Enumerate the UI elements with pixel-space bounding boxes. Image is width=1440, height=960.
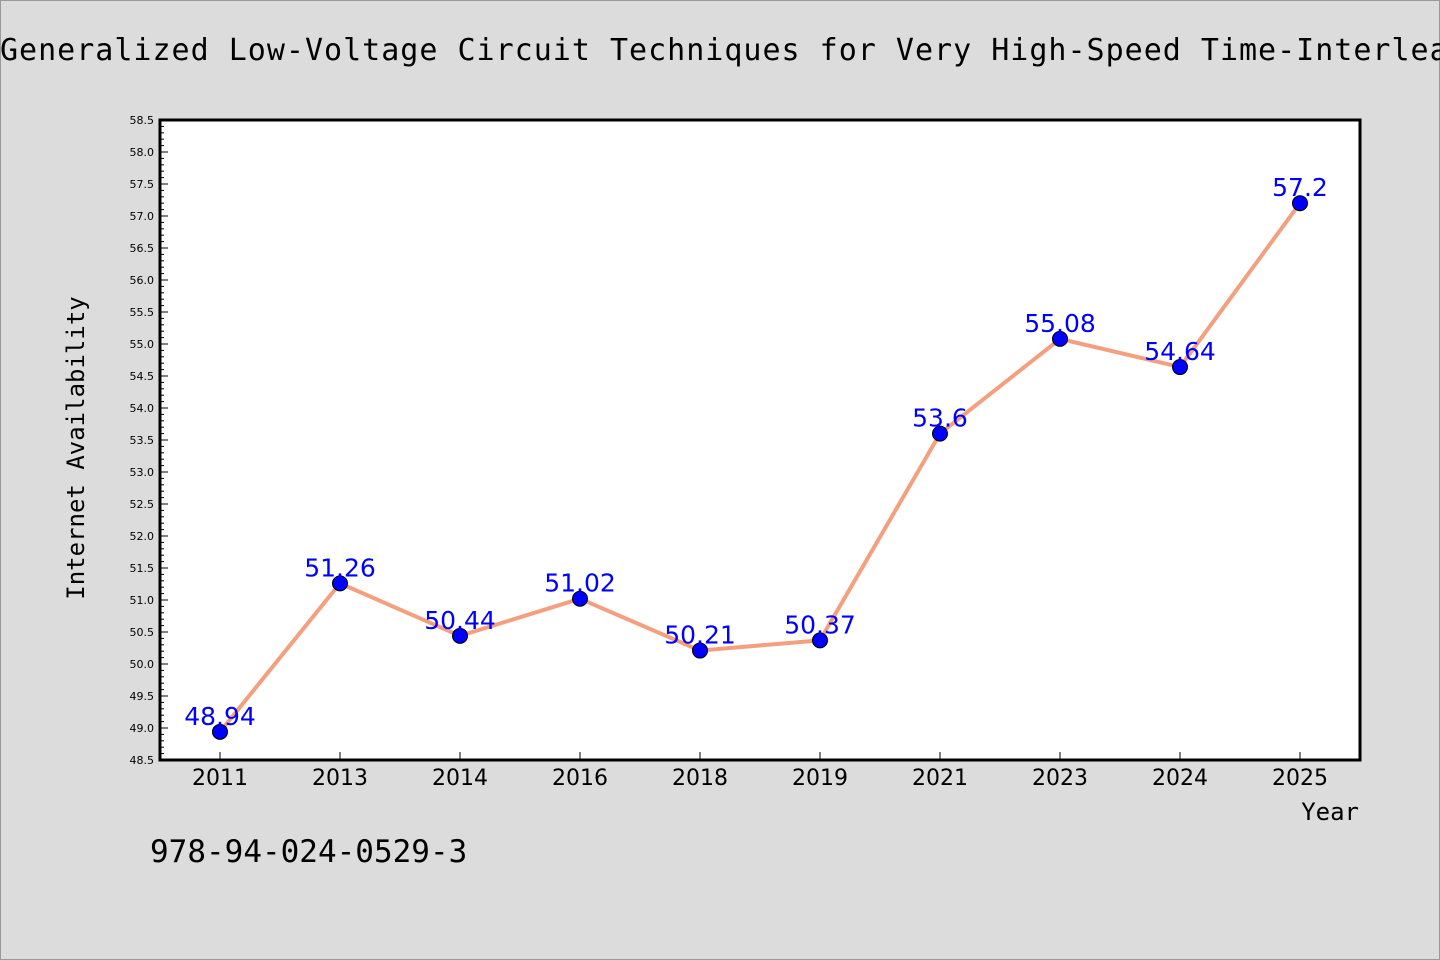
data-point: [1172, 359, 1188, 376]
x-tick-label: 2025: [1272, 766, 1328, 791]
y-tick-label: 54.0: [130, 402, 155, 415]
x-tick-label: 2018: [672, 766, 728, 791]
x-axis-ticks: 2011 2013 2014 2016 2018 2019 2021 2023 2024 2025: [192, 752, 1328, 791]
x-tick-label: 2013: [312, 766, 368, 791]
y-axis-label: Internet Availability: [62, 296, 90, 599]
y-tick-label: 54.5: [130, 370, 155, 383]
y-tick-label: 56.0: [130, 274, 155, 287]
y-tick-label: 52.0: [130, 530, 155, 543]
x-tick-label: 2024: [1152, 766, 1208, 791]
y-tick-label: 49.5: [130, 690, 155, 703]
x-tick-label: 2021: [912, 766, 968, 791]
x-tick-label: 2014: [432, 766, 488, 791]
data-point: [812, 632, 828, 649]
y-tick-label: 57.5: [130, 178, 155, 191]
y-tick-label: 49.0: [130, 722, 155, 735]
y-tick-label: 58.0: [130, 146, 155, 159]
y-tick-label: 53.0: [130, 466, 155, 479]
y-tick-label: 55.5: [130, 306, 155, 319]
plot-area: [158, 118, 1362, 762]
y-axis-ticks: 48.5 49.0 49.5 50.0 50.5 51.0 51.5 52.0 52.5 53.0…: [130, 114, 168, 767]
data-label: 50.37: [784, 610, 856, 639]
data-point: [1052, 330, 1068, 347]
data-point: [332, 575, 348, 592]
data-label: 51.02: [544, 569, 616, 598]
y-tick-label: 50.0: [130, 658, 155, 671]
data-label: 50.21: [664, 621, 736, 650]
data-point: [1292, 195, 1308, 212]
y-tick-label: 58.5: [130, 114, 155, 127]
data-label: 51.26: [304, 553, 376, 582]
y-tick-label: 52.5: [130, 498, 155, 511]
x-tick-label: 2023: [1032, 766, 1088, 791]
y-tick-label: 55.0: [130, 338, 155, 351]
data-point: [452, 627, 468, 644]
data-point: [932, 425, 948, 442]
data-point: [212, 723, 228, 740]
data-label: 55.08: [1024, 309, 1096, 338]
data-point: [572, 590, 588, 607]
x-tick-label: 2011: [192, 766, 248, 791]
x-axis-label: Year: [1301, 798, 1359, 826]
y-tick-label: 48.5: [130, 754, 155, 767]
y-tick-label: 51.0: [130, 594, 155, 607]
y-tick-label: 50.5: [130, 626, 155, 639]
y-tick-label: 53.5: [130, 434, 155, 447]
data-label: 57.2: [1272, 173, 1328, 202]
y-tick-label: 51.5: [130, 562, 155, 575]
y-tick-label: 56.5: [130, 242, 155, 255]
x-tick-label: 2016: [552, 766, 608, 791]
data-label: 50.44: [424, 606, 496, 635]
y-tick-label: 57.0: [130, 210, 155, 223]
data-label: 54.64: [1144, 337, 1216, 366]
chart-title: Generalized Low-Voltage Circuit Techniqu…: [0, 33, 1440, 68]
data-label: 53.6: [912, 404, 968, 433]
series-line-group: 48.94 51.26 50.44 51.02 50.21 50.37 53.6 55.08 5…: [184, 173, 1328, 740]
isbn-footnote: 978-94-024-0529-3: [150, 834, 468, 870]
data-label: 48.94: [184, 702, 256, 731]
x-tick-label: 2019: [792, 766, 848, 791]
data-point: [692, 642, 708, 659]
series-line: [218, 202, 1302, 734]
